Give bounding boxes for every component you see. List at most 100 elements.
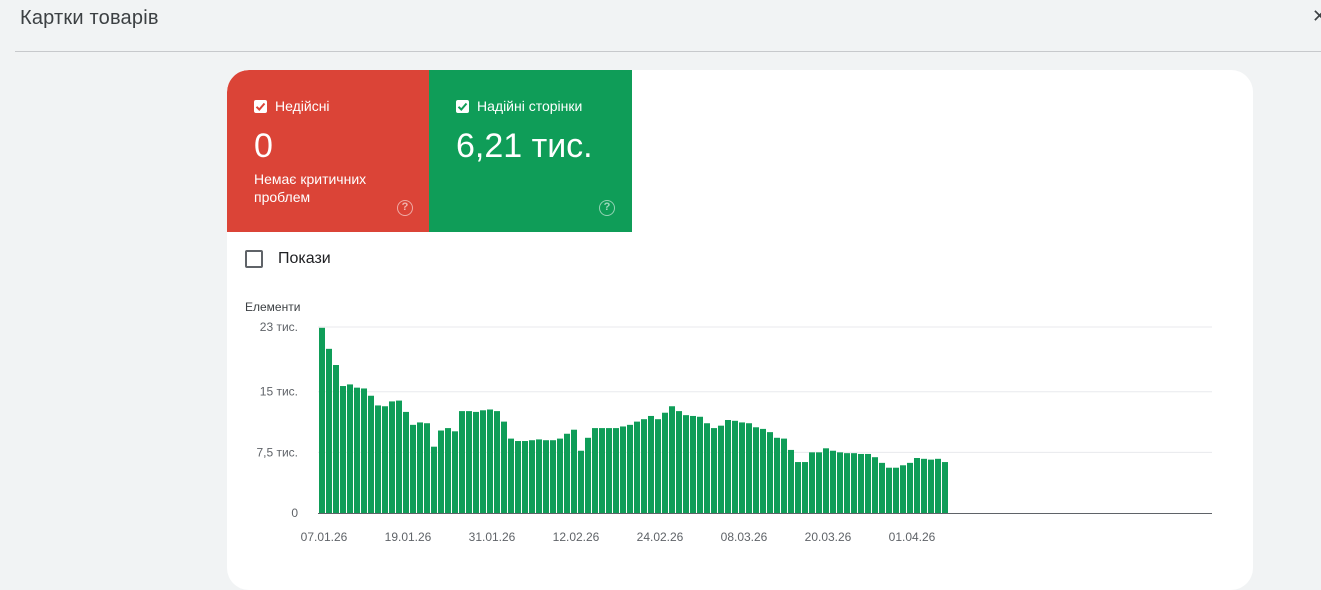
bar [459, 411, 465, 513]
bar [823, 448, 829, 513]
bar [389, 401, 395, 513]
bar [592, 428, 598, 513]
bar [543, 440, 549, 513]
bar [907, 462, 913, 513]
invalid-tile[interactable]: Недійсні 0 Немає критичних проблем ? [227, 70, 429, 232]
bar [571, 429, 577, 513]
bar [914, 458, 920, 513]
bar [445, 428, 451, 513]
bar [368, 395, 374, 513]
chart: Елементи 0 7,5 тис. 15 тис. 23 тис. 07.01.26 1… [227, 295, 1253, 555]
bar [732, 420, 738, 513]
bar [683, 415, 689, 513]
bar [508, 438, 514, 513]
bar [858, 453, 864, 513]
bar [613, 428, 619, 513]
bar [480, 410, 486, 513]
bar [711, 428, 717, 513]
bar [655, 419, 661, 513]
valid-checkbox[interactable] [456, 99, 469, 113]
bar [515, 441, 521, 513]
bar [662, 412, 668, 513]
bar [900, 465, 906, 513]
bar [438, 430, 444, 513]
invalid-checkbox[interactable] [254, 99, 267, 113]
page-header: Картки товарів ✕ [0, 0, 1321, 52]
bar [816, 452, 822, 513]
bar [634, 421, 640, 513]
bar [452, 431, 458, 513]
bar [697, 416, 703, 513]
bar [753, 427, 759, 513]
help-icon[interactable]: ? [599, 200, 615, 216]
bar [830, 450, 836, 513]
bar [333, 365, 339, 513]
invalid-label: Недійсні [275, 98, 330, 114]
bar [760, 428, 766, 513]
bar [725, 420, 731, 513]
x-tick-label: 01.04.26 [889, 530, 936, 544]
impressions-label: Покази [278, 250, 331, 267]
bar [326, 348, 332, 513]
bar [935, 458, 941, 513]
y-tick-label: 23 тис. [260, 320, 298, 334]
impressions-checkbox[interactable] [245, 250, 263, 268]
bar [424, 423, 430, 513]
x-tick-label: 31.01.26 [469, 530, 516, 544]
report-card: Недійсні 0 Немає критичних проблем ? Над… [227, 70, 1253, 590]
bar [781, 438, 787, 513]
bar [718, 425, 724, 513]
bar [564, 433, 570, 513]
bar [550, 440, 556, 513]
bar [788, 449, 794, 513]
close-icon[interactable]: ✕ [1312, 6, 1321, 26]
bar [746, 423, 752, 513]
bar [837, 452, 843, 513]
y-tick-label: 7,5 тис. [256, 445, 298, 459]
bar [872, 457, 878, 513]
bar [641, 419, 647, 513]
bar [599, 428, 605, 513]
bar [767, 432, 773, 513]
x-tick-label: 08.03.26 [721, 530, 768, 544]
bar [347, 384, 353, 513]
bar [361, 388, 367, 513]
invalid-count: 0 [254, 127, 273, 165]
bar [466, 411, 472, 513]
y-tick-label: 15 тис. [260, 385, 298, 399]
bar [375, 405, 381, 513]
header-divider [15, 51, 1321, 52]
bar [774, 437, 780, 513]
x-tick-label: 19.01.26 [385, 530, 432, 544]
bar [942, 462, 948, 513]
y-tick-label: 0 [291, 506, 298, 520]
bar [501, 421, 507, 513]
bar [851, 453, 857, 513]
bar-chart: Елементи 0 7,5 тис. 15 тис. 23 тис. 07.01.26 1… [245, 300, 1212, 544]
bar [928, 459, 934, 513]
bar [396, 400, 402, 513]
bar [809, 452, 815, 513]
bar [795, 462, 801, 513]
bar [648, 415, 654, 513]
bar [578, 450, 584, 513]
help-icon[interactable]: ? [397, 200, 413, 216]
bar [620, 426, 626, 513]
bar [585, 437, 591, 513]
valid-tile[interactable]: Надійні сторінки 6,21 тис. ? [429, 70, 632, 232]
x-tick-label: 20.03.26 [805, 530, 852, 544]
bar [739, 422, 745, 513]
bar [865, 453, 871, 513]
bar [319, 327, 325, 513]
bar [627, 424, 633, 513]
x-tick-label: 12.02.26 [553, 530, 600, 544]
bar [382, 406, 388, 513]
bar [487, 409, 493, 513]
bar [431, 446, 437, 513]
bar [529, 440, 535, 513]
bar [417, 422, 423, 513]
impressions-toggle[interactable]: Покази [245, 250, 331, 268]
x-tick-label: 07.01.26 [301, 530, 348, 544]
valid-tile-header: Надійні сторінки [456, 98, 582, 114]
bar [494, 411, 500, 513]
